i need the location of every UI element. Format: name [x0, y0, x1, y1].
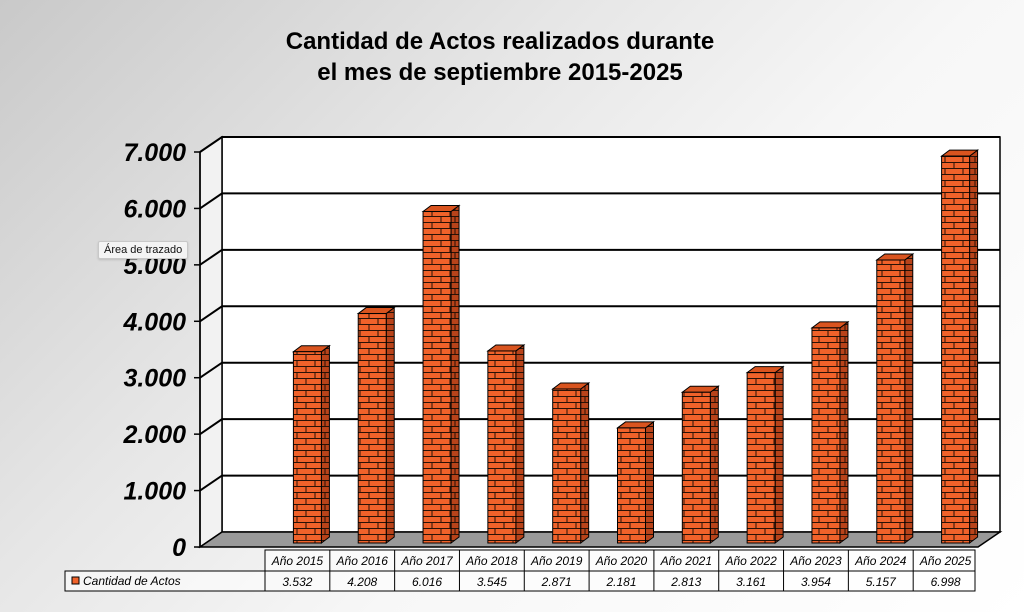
gridline: [199, 305, 1000, 323]
bar-front: [422, 211, 452, 544]
category-label: Año 2019: [530, 554, 583, 568]
data-value-label: 4.208: [347, 575, 377, 589]
bar-front: [552, 388, 582, 544]
data-value-label: 2.181: [605, 575, 636, 589]
gridline: [199, 474, 1000, 492]
y-tick-label: 2.000: [122, 421, 186, 449]
bar-front: [617, 427, 646, 544]
bar-front: [941, 155, 971, 544]
bar: [745, 365, 785, 544]
bar-side: [320, 344, 330, 544]
bar: [680, 385, 720, 544]
gridline: [199, 418, 1000, 435]
bar-side: [385, 306, 395, 544]
gridline: [199, 192, 1000, 210]
data-table-value-row: [64, 570, 976, 592]
legend-swatch: [71, 576, 80, 585]
y-tick-label: 7.000: [123, 139, 186, 167]
category-label: Año 2020: [595, 554, 648, 568]
bar-side: [709, 385, 719, 544]
bar: [421, 204, 461, 544]
bar: [551, 381, 591, 544]
y-tick-label: 1.000: [123, 478, 186, 506]
gridline: [199, 248, 1000, 266]
y-tick-label: 6.000: [123, 195, 186, 223]
bar-side: [450, 204, 460, 544]
bar-side: [645, 420, 654, 544]
data-value-label: 6.998: [931, 575, 961, 589]
bar: [810, 320, 850, 544]
bar-front: [811, 327, 841, 544]
bar-front: [487, 350, 517, 544]
data-value-label: 3.954: [801, 575, 831, 589]
legend-label: Cantidad de Actos: [83, 574, 181, 588]
side-wall: [199, 135, 223, 549]
category-label: Año 2021: [660, 554, 712, 568]
data-value-label: 3.532: [282, 575, 312, 589]
chart-title-line-2: el mes de septiembre 2015-2025: [317, 59, 683, 86]
bar-front: [681, 391, 711, 544]
plot-area-tooltip: Área de trazado: [98, 241, 189, 259]
y-tick-label: 4.000: [122, 308, 186, 336]
bar-side: [515, 343, 525, 544]
bar-side: [969, 149, 979, 544]
gridline: [199, 136, 1000, 153]
chart-title: Cantidad de Actos realizados durante el …: [0, 26, 1000, 88]
category-label: Año 2016: [336, 554, 389, 568]
category-label: Año 2025: [919, 554, 972, 568]
data-value-label: 2.813: [670, 575, 701, 589]
gridline: [199, 361, 1000, 379]
data-value-label: 3.545: [477, 575, 507, 589]
bar: [940, 149, 980, 544]
bar: [291, 344, 331, 544]
bar-side: [839, 320, 849, 544]
bar-side: [580, 381, 590, 544]
data-value-label: 3.161: [736, 575, 766, 589]
y-tick-label: 3.000: [123, 365, 186, 393]
category-label: Año 2017: [400, 554, 454, 568]
bar-side: [774, 365, 784, 544]
bar-front: [746, 372, 776, 544]
floor: [197, 531, 1003, 548]
data-value-label: 6.016: [412, 575, 442, 589]
category-label: Año 2015: [271, 554, 324, 568]
bar: [616, 420, 655, 544]
y-tick-label: 0: [172, 534, 186, 562]
category-label: Año 2024: [854, 554, 907, 568]
bar: [875, 252, 915, 544]
bar-side: [904, 252, 914, 544]
bar: [486, 343, 526, 544]
bar-front: [876, 259, 906, 544]
data-value-label: 5.157: [866, 575, 897, 589]
bar: [356, 306, 396, 544]
chart-title-line-1: Cantidad de Actos realizados durante: [285, 28, 715, 55]
data-table: Año 2015 3.532 Año 2016 4.208 Año 2017 6.016 A…: [64, 549, 976, 592]
category-label: Año 2022: [724, 554, 777, 568]
data-value-label: 2.871: [541, 575, 572, 589]
category-label: Año 2023: [789, 554, 842, 568]
bar-front: [357, 313, 387, 544]
category-label: Año 2018: [465, 554, 518, 568]
bar-front: [292, 351, 322, 544]
